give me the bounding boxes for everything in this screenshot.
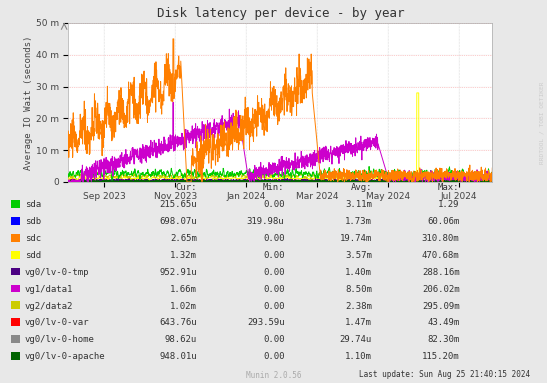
Text: 8.50m: 8.50m	[345, 285, 372, 294]
Text: 470.68m: 470.68m	[422, 251, 459, 260]
Text: Munin 2.0.56: Munin 2.0.56	[246, 371, 301, 380]
Text: 0.00: 0.00	[263, 301, 284, 311]
Text: 293.59u: 293.59u	[247, 318, 284, 327]
Text: 952.91u: 952.91u	[159, 268, 197, 277]
Text: vg0/lv-0-tmp: vg0/lv-0-tmp	[25, 268, 89, 277]
Text: 2.65m: 2.65m	[170, 234, 197, 243]
Text: 0.00: 0.00	[263, 251, 284, 260]
Text: RRDTOOL / TOBI OETIKER: RRDTOOL / TOBI OETIKER	[539, 81, 544, 164]
Text: 1.47m: 1.47m	[345, 318, 372, 327]
Text: Avg:: Avg:	[351, 183, 372, 192]
Text: 3.57m: 3.57m	[345, 251, 372, 260]
Text: Last update: Sun Aug 25 21:40:15 2024: Last update: Sun Aug 25 21:40:15 2024	[359, 370, 531, 380]
Text: vg0/lv-0-home: vg0/lv-0-home	[25, 335, 95, 344]
Text: 0.00: 0.00	[263, 268, 284, 277]
Title: Disk latency per device - by year: Disk latency per device - by year	[156, 7, 404, 20]
Text: 0.00: 0.00	[263, 285, 284, 294]
Text: Min:: Min:	[263, 183, 284, 192]
Text: 948.01u: 948.01u	[159, 352, 197, 361]
Text: Max:: Max:	[438, 183, 459, 192]
Text: 29.74u: 29.74u	[340, 335, 372, 344]
Text: 82.30m: 82.30m	[427, 335, 459, 344]
Text: 115.20m: 115.20m	[422, 352, 459, 361]
Text: 698.07u: 698.07u	[159, 217, 197, 226]
Text: vg1/data1: vg1/data1	[25, 285, 73, 294]
Text: vg0/lv-0-var: vg0/lv-0-var	[25, 318, 89, 327]
Text: vg0/lv-0-apache: vg0/lv-0-apache	[25, 352, 105, 361]
Text: 1.73m: 1.73m	[345, 217, 372, 226]
Text: 319.98u: 319.98u	[247, 217, 284, 226]
Text: 60.06m: 60.06m	[427, 217, 459, 226]
Text: sdd: sdd	[25, 251, 40, 260]
Text: sdb: sdb	[25, 217, 40, 226]
Text: sda: sda	[25, 200, 40, 210]
Text: 1.66m: 1.66m	[170, 285, 197, 294]
Text: 310.80m: 310.80m	[422, 234, 459, 243]
Text: 0.00: 0.00	[263, 335, 284, 344]
Text: 0.00: 0.00	[263, 352, 284, 361]
Text: 98.62u: 98.62u	[165, 335, 197, 344]
Text: 3.11m: 3.11m	[345, 200, 372, 210]
Text: 1.10m: 1.10m	[345, 352, 372, 361]
Text: 288.16m: 288.16m	[422, 268, 459, 277]
Text: 1.40m: 1.40m	[345, 268, 372, 277]
Text: 19.74m: 19.74m	[340, 234, 372, 243]
Text: 2.38m: 2.38m	[345, 301, 372, 311]
Text: 1.29: 1.29	[438, 200, 459, 210]
Text: 1.32m: 1.32m	[170, 251, 197, 260]
Text: 43.49m: 43.49m	[427, 318, 459, 327]
Text: 0.00: 0.00	[263, 234, 284, 243]
Text: 1.02m: 1.02m	[170, 301, 197, 311]
Text: Cur:: Cur:	[176, 183, 197, 192]
Text: 206.02m: 206.02m	[422, 285, 459, 294]
Text: vg2/data2: vg2/data2	[25, 301, 73, 311]
Text: 643.76u: 643.76u	[159, 318, 197, 327]
Text: 215.65u: 215.65u	[159, 200, 197, 210]
Y-axis label: Average IO Wait (seconds): Average IO Wait (seconds)	[24, 35, 33, 170]
Text: 295.09m: 295.09m	[422, 301, 459, 311]
Text: 0.00: 0.00	[263, 200, 284, 210]
Text: sdc: sdc	[25, 234, 40, 243]
